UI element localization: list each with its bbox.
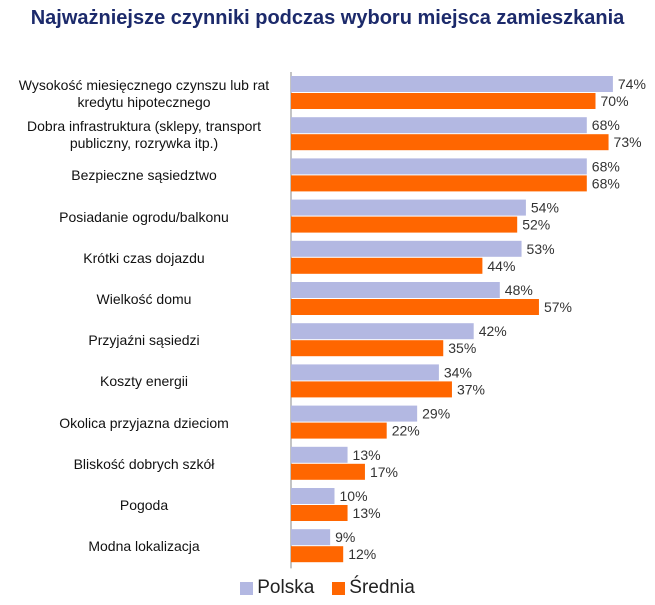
bar	[291, 216, 518, 233]
value-label: 42%	[479, 323, 507, 339]
value-label: 12%	[348, 546, 376, 562]
bar	[291, 529, 331, 546]
legend: Polska Średnia	[0, 577, 655, 599]
category-label: Okolica przyjazna dzieciom	[59, 414, 229, 431]
value-label: 48%	[505, 282, 533, 298]
legend-label: Średnia	[349, 577, 415, 598]
bar	[291, 158, 587, 175]
bar	[291, 381, 452, 398]
bar	[291, 93, 596, 109]
category-label: Dobra infrastruktura (sklepy, transport …	[27, 117, 261, 151]
value-label: 29%	[422, 406, 450, 422]
value-label: 54%	[531, 200, 559, 216]
value-label: 68%	[592, 117, 620, 133]
value-label: 44%	[487, 258, 515, 274]
value-label: 13%	[353, 505, 381, 521]
value-label: 34%	[444, 364, 472, 380]
category-label: Wielkość domu	[96, 291, 192, 308]
bar	[291, 405, 418, 422]
legend-swatch	[332, 581, 346, 595]
value-label: 22%	[392, 423, 420, 439]
category-label: Bezpieczne sąsiedztwo	[71, 167, 217, 184]
value-label: 35%	[448, 340, 476, 356]
bar	[291, 76, 613, 92]
value-label: 13%	[353, 447, 381, 463]
bar	[291, 364, 439, 381]
category-label: Wysokość miesięcznego czynszu lub rat kr…	[18, 76, 270, 110]
bar	[291, 446, 348, 463]
bar	[291, 463, 365, 480]
category-label: Pogoda	[119, 497, 169, 514]
category-label: Krótki czas dojazdu	[83, 249, 205, 266]
category-label: Koszty energii	[100, 373, 188, 390]
value-label: 52%	[522, 217, 550, 233]
value-label: 68%	[592, 158, 620, 174]
value-label: 73%	[614, 134, 642, 150]
bar	[291, 199, 526, 216]
category-label: Przyjaźni sąsiedzi	[88, 332, 200, 349]
bar	[291, 117, 587, 134]
legend-item: Średnia	[332, 577, 415, 599]
bar	[291, 488, 335, 504]
bar	[291, 175, 587, 192]
value-label: 74%	[618, 76, 646, 92]
legend-swatch	[240, 581, 254, 595]
bar	[291, 323, 474, 340]
bar	[291, 422, 387, 439]
value-label: 9%	[335, 529, 355, 545]
value-label: 70%	[601, 93, 629, 109]
bar	[291, 340, 444, 357]
bar	[291, 282, 500, 298]
bar	[291, 505, 348, 521]
legend-item: Polska	[240, 577, 314, 599]
bar	[291, 299, 539, 315]
category-label: Modna lokalizacja	[88, 538, 200, 555]
bar	[291, 257, 483, 274]
value-label: 53%	[527, 241, 555, 257]
legend-label: Polska	[257, 577, 315, 598]
category-label: Posiadanie ogrodu/balkonu	[59, 208, 229, 225]
bar	[291, 240, 522, 257]
value-label: 57%	[544, 299, 572, 315]
bar	[291, 546, 344, 563]
value-label: 37%	[457, 381, 485, 397]
value-label: 17%	[370, 464, 398, 480]
chart-title: Najważniejsze czynniki podczas wyboru mi…	[30, 7, 625, 29]
value-label: 68%	[592, 175, 620, 191]
category-label: Bliskość dobrych szkół	[73, 455, 215, 472]
value-label: 10%	[340, 488, 368, 504]
bar	[291, 134, 609, 151]
